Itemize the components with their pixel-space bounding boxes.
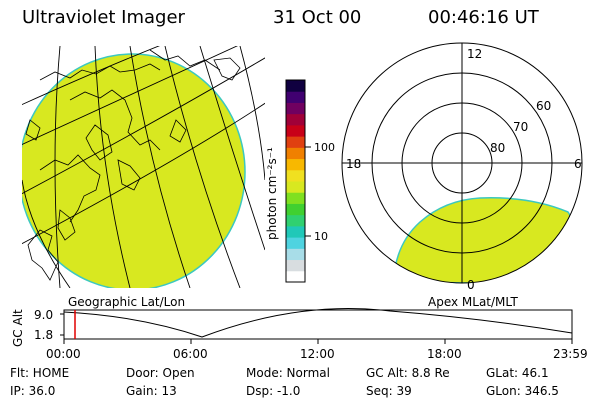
polar-ring-60: 60 bbox=[536, 99, 551, 113]
polar-ring-80: 80 bbox=[490, 141, 505, 155]
info-glat: GLat: 46.1 bbox=[486, 366, 549, 380]
colorbar-segment bbox=[286, 214, 305, 227]
colorbar bbox=[285, 79, 306, 283]
polar-ring-70: 70 bbox=[513, 120, 528, 134]
time-label: 00:46:16 UT bbox=[428, 7, 539, 28]
colorbar-segment bbox=[286, 91, 305, 103]
colorbar-segment bbox=[286, 124, 305, 137]
colorbar-segment bbox=[286, 169, 305, 182]
info-door: Door: Open bbox=[126, 366, 195, 380]
timeline-xtick-1200: 12:00 bbox=[300, 347, 335, 361]
colorbar-segment bbox=[286, 192, 305, 204]
timeline-axis-label: GC Alt bbox=[11, 309, 25, 347]
colorbar-segment bbox=[286, 158, 305, 171]
info-dsp: Dsp: -1.0 bbox=[246, 384, 301, 398]
timeline-xtick-0600: 06:00 bbox=[173, 347, 208, 361]
aurora-region-right bbox=[394, 197, 576, 283]
colorbar-segment bbox=[286, 225, 305, 238]
colorbar-tick-100: 100 bbox=[314, 141, 335, 154]
timeline-xtick-0000: 00:00 bbox=[46, 347, 81, 361]
colorbar-segment bbox=[286, 147, 305, 160]
timeline-ytick-low: 1.8 bbox=[34, 328, 54, 342]
polar-map bbox=[341, 42, 583, 284]
colorbar-segment bbox=[286, 259, 305, 272]
aurora-disk-left bbox=[22, 53, 246, 288]
polar-label-12: 12 bbox=[467, 47, 482, 61]
info-seq: Seq: 39 bbox=[366, 384, 412, 398]
timeline-xtick-1800: 18:00 bbox=[427, 347, 462, 361]
altitude-curve bbox=[63, 307, 573, 338]
timeline-xtick-2359: 23:59 bbox=[553, 347, 588, 361]
colorbar-segment bbox=[286, 270, 305, 283]
colorbar-segment bbox=[286, 113, 305, 126]
info-gain: Gain: 13 bbox=[126, 384, 177, 398]
right-map-label: Apex MLat/MLT bbox=[428, 295, 518, 309]
colorbar-unit-label: photon cm⁻²s⁻¹ bbox=[265, 147, 279, 240]
colorbar-tick-10: 10 bbox=[314, 230, 328, 243]
geographic-map bbox=[22, 46, 265, 288]
polar-label-0: 0 bbox=[467, 278, 475, 292]
date-label: 31 Oct 00 bbox=[273, 7, 362, 28]
info-ip: IP: 36.0 bbox=[10, 384, 56, 398]
altitude-timeline bbox=[60, 307, 573, 344]
polar-label-18: 18 bbox=[346, 157, 361, 171]
colorbar-segment bbox=[286, 248, 305, 261]
app-title: Ultraviolet Imager bbox=[22, 7, 185, 28]
info-flt: Flt: HOME bbox=[10, 366, 70, 380]
info-glon: GLon: 346.5 bbox=[486, 384, 559, 398]
colorbar-segment bbox=[286, 102, 305, 115]
timeline-ytick-high: 9.0 bbox=[34, 308, 54, 322]
info-mode: Mode: Normal bbox=[246, 366, 330, 380]
coastlines bbox=[25, 49, 241, 281]
left-map-label: Geographic Lat/Lon bbox=[68, 295, 186, 309]
polar-grid bbox=[341, 42, 583, 284]
colorbar-segment bbox=[286, 203, 305, 216]
polar-label-6: 6 bbox=[574, 157, 582, 171]
colorbar-frame bbox=[285, 79, 306, 283]
colorbar-segment bbox=[286, 136, 305, 148]
info-gcalt: GC Alt: 8.8 Re bbox=[366, 366, 450, 380]
colorbar-segment bbox=[286, 181, 305, 193]
colorbar-segment bbox=[286, 80, 305, 92]
colorbar-segment bbox=[286, 237, 305, 249]
